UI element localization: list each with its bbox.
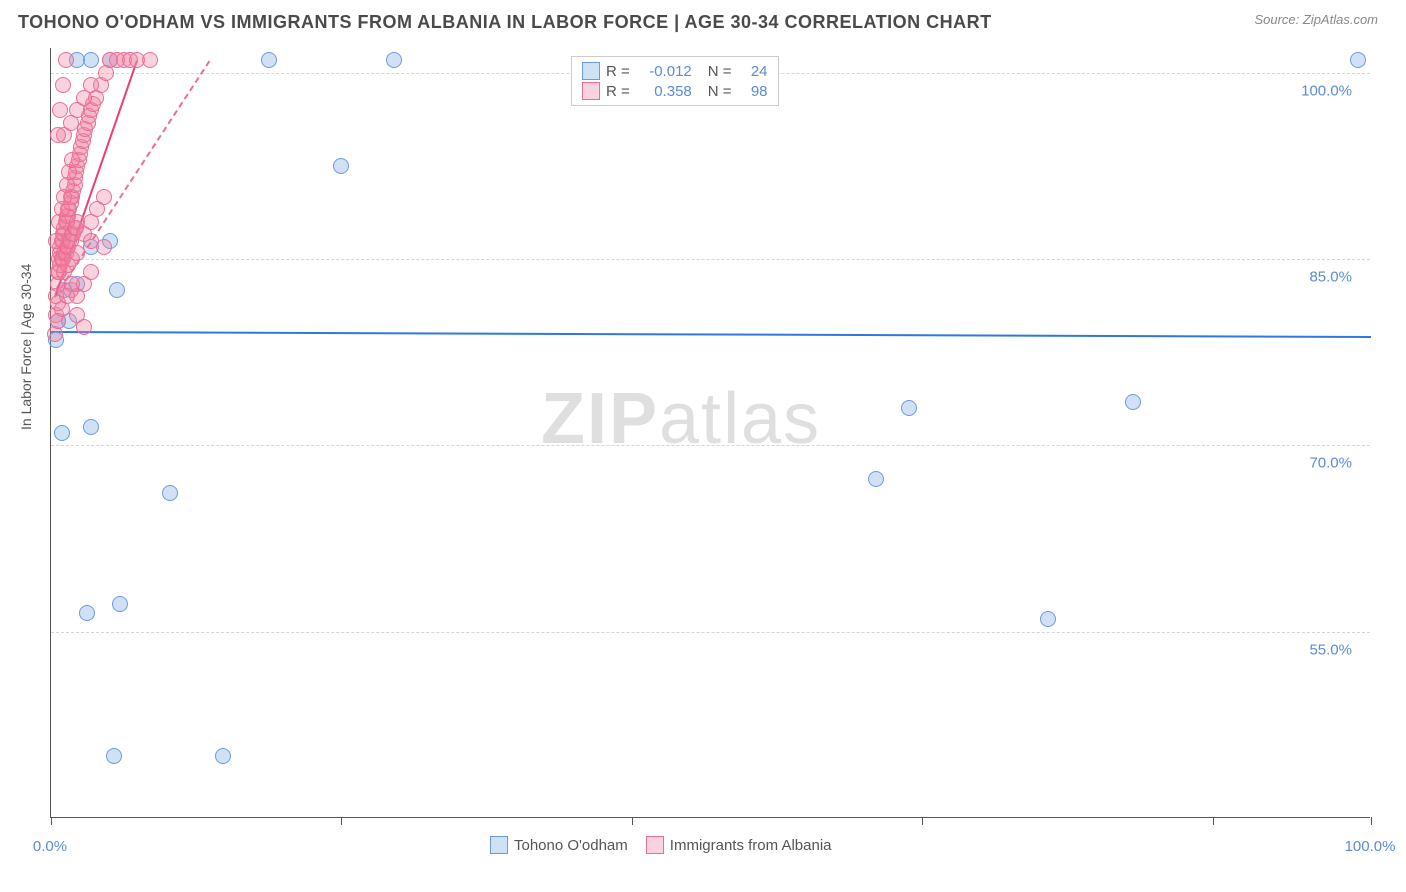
data-point	[142, 52, 158, 68]
series-legend: Tohono O'odham Immigrants from Albania	[490, 836, 832, 854]
legend-swatch	[646, 836, 664, 854]
chart-plot-area: ZIPatlas 55.0% 70.0% 85.0% 100.0% R = -0.012 N…	[50, 48, 1370, 818]
data-point	[54, 425, 70, 441]
legend-swatch	[582, 82, 600, 100]
data-point	[96, 239, 112, 255]
data-point	[83, 52, 99, 68]
stat-r-label: R =	[606, 83, 630, 100]
data-point	[901, 400, 917, 416]
gridline	[51, 445, 1370, 446]
y-axis-label: In Labor Force | Age 30-34	[18, 264, 34, 430]
data-point	[868, 471, 884, 487]
y-tick-label: 55.0%	[1309, 641, 1352, 658]
x-tick	[341, 817, 342, 825]
stat-r-value: -0.012	[636, 63, 692, 80]
stats-row: R = -0.012 N = 24	[582, 61, 768, 81]
data-point	[333, 158, 349, 174]
data-point	[1040, 611, 1056, 627]
x-tick	[632, 817, 633, 825]
stat-n-value: 24	[738, 63, 768, 80]
legend-label: Immigrants from Albania	[670, 837, 832, 854]
data-point	[386, 52, 402, 68]
x-tick	[1213, 817, 1214, 825]
data-point	[112, 596, 128, 612]
gridline	[51, 259, 1370, 260]
x-tick	[922, 817, 923, 825]
stat-n-value: 98	[738, 83, 768, 100]
stat-r-value: 0.358	[636, 83, 692, 100]
data-point	[96, 189, 112, 205]
x-tick-label: 100.0%	[1345, 838, 1396, 855]
legend-swatch	[490, 836, 508, 854]
chart-title: TOHONO O'ODHAM VS IMMIGRANTS FROM ALBANI…	[18, 12, 992, 33]
legend-label: Tohono O'odham	[514, 837, 628, 854]
y-tick-label: 85.0%	[1309, 269, 1352, 286]
data-point	[79, 605, 95, 621]
data-point	[64, 276, 80, 292]
data-point	[48, 233, 64, 249]
data-point	[50, 127, 66, 143]
data-point	[109, 282, 125, 298]
data-point	[69, 245, 85, 261]
data-point	[55, 77, 71, 93]
stats-row: R = 0.358 N = 98	[582, 81, 768, 101]
data-point	[1125, 394, 1141, 410]
data-point	[52, 102, 68, 118]
data-point	[83, 264, 99, 280]
source-label: Source: ZipAtlas.com	[1254, 12, 1378, 27]
x-tick	[1371, 817, 1372, 825]
data-point	[162, 485, 178, 501]
legend-item: Tohono O'odham	[490, 836, 628, 854]
data-point	[215, 748, 231, 764]
data-point	[58, 52, 74, 68]
stat-n-label: N =	[708, 83, 732, 100]
data-point	[83, 419, 99, 435]
trend-line	[51, 331, 1371, 338]
data-point	[83, 77, 99, 93]
y-tick-label: 70.0%	[1309, 455, 1352, 472]
data-point	[1350, 52, 1366, 68]
stat-r-label: R =	[606, 63, 630, 80]
stat-n-label: N =	[708, 63, 732, 80]
legend-swatch	[582, 62, 600, 80]
y-tick-label: 100.0%	[1301, 82, 1352, 99]
stats-legend: R = -0.012 N = 24 R = 0.358 N = 98	[571, 56, 779, 106]
data-point	[76, 319, 92, 335]
data-point	[261, 52, 277, 68]
data-point	[64, 152, 80, 168]
legend-item: Immigrants from Albania	[646, 836, 832, 854]
watermark: ZIPatlas	[541, 378, 821, 460]
x-tick	[51, 817, 52, 825]
header: TOHONO O'ODHAM VS IMMIGRANTS FROM ALBANI…	[0, 0, 1406, 41]
data-point	[106, 748, 122, 764]
gridline	[51, 632, 1370, 633]
x-tick-label: 0.0%	[33, 838, 67, 855]
